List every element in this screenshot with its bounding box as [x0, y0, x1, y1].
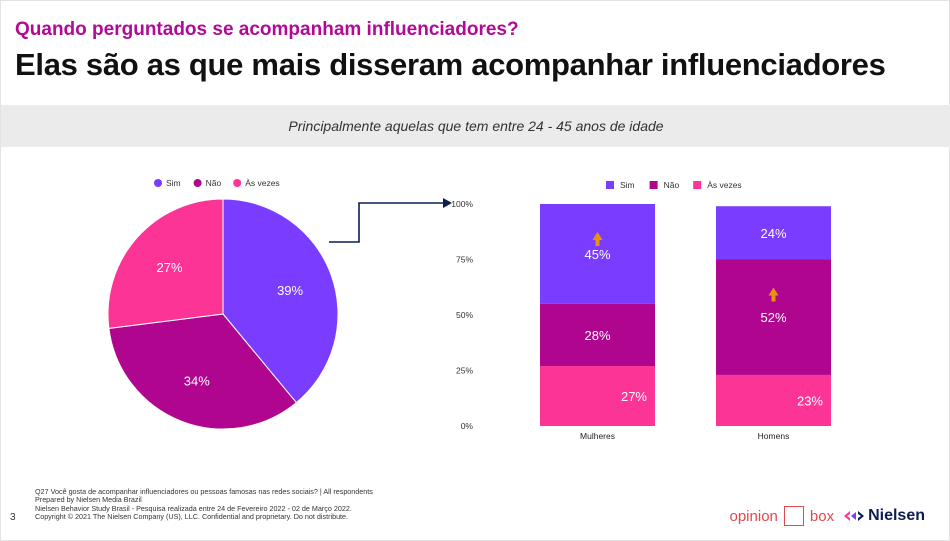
slide-kicker: Quando perguntados se acompanham influen…	[15, 19, 519, 40]
pie-labels: 39% 34% 27%	[157, 260, 304, 388]
nielsen-logo-text: Nielsen	[868, 507, 925, 524]
x-tick-label-mulheres: Mulheres	[580, 431, 615, 441]
opinion-box-logo-square	[783, 506, 804, 526]
bar-segment-homens-nao	[716, 259, 831, 375]
bar-segment-mulheres-sim	[540, 204, 655, 304]
bar-label-mulheres-sim: 45%	[584, 247, 610, 262]
bar-label-homens-nao: 52%	[760, 310, 786, 325]
y-tick-label: 50%	[456, 310, 473, 320]
bar-legend-marker-sim	[606, 181, 614, 189]
footer-logos: opinion box Nielsen	[729, 506, 925, 526]
pie-slice-as-vezes	[107, 198, 224, 329]
page-number: 3	[10, 512, 16, 523]
y-tick-label: 25%	[456, 366, 473, 376]
connector-line	[329, 202, 443, 243]
pie-legend: Sim Não Às vezes	[154, 178, 280, 188]
pie-label-as-vezes: 27%	[157, 260, 183, 275]
connector-arrow	[329, 198, 452, 243]
pie-legend-label-as-vezes: Às vezes	[245, 178, 280, 188]
pie-slice-nao	[108, 313, 298, 430]
bar-label-homens-as-vezes: 23%	[797, 393, 823, 408]
x-tick-label-homens: Homens	[758, 431, 790, 441]
bar-segment-homens-as-vezes	[716, 374, 831, 426]
y-tick-label: 0%	[461, 421, 474, 431]
pie-legend-marker-nao	[193, 179, 202, 187]
bar-segment-mulheres-nao	[540, 303, 655, 367]
footer-note-study: Nielsen Behavior Study Brasil - Pesquisa…	[35, 503, 352, 513]
y-tick-label: 75%	[456, 255, 473, 265]
bar-label-mulheres-nao: 28%	[584, 328, 610, 343]
bar-x-axis: Mulheres Homens	[580, 431, 789, 441]
pie-legend-label-nao: Não	[206, 178, 222, 188]
bar-highlights	[592, 232, 779, 302]
bar-segments	[540, 204, 831, 426]
pie-label-sim: 39%	[277, 283, 303, 298]
nielsen-logo-icon	[844, 511, 865, 521]
y-tick-label: 100%	[451, 199, 473, 209]
bar-value-labels: 27% 28% 45% 23% 52% 24%	[584, 226, 823, 409]
subtitle-banner: Principalmente aquelas que tem entre 24 …	[1, 105, 950, 147]
footer-notes: Q27 Você gosta de acompanhar influenciad…	[35, 487, 373, 522]
bar-legend: Sim Não Às vezes	[606, 180, 742, 190]
bar-y-axis: 0% 25% 50% 75% 100%	[451, 199, 473, 431]
pie-slice-sim	[222, 198, 339, 404]
footer-note-question: Q27 Você gosta de acompanhar influenciad…	[35, 487, 373, 496]
slide-headline: Elas são as que mais disseram acompanhar…	[15, 47, 886, 82]
stacked-bar-chart: Sim Não Às vezes 0% 25% 50% 75% 100% 27% 28% 45%…	[451, 180, 831, 441]
up-arrow-icon	[768, 287, 779, 302]
footer-note-prepared: Prepared by Nielsen Media Brazil	[35, 495, 142, 505]
opinion-box-logo-opinion: opinion	[729, 507, 778, 525]
bar-legend-marker-nao	[649, 181, 658, 189]
bar-label-homens-sim: 24%	[760, 226, 786, 241]
bar-legend-label-as-vezes: Às vezes	[707, 180, 742, 190]
up-arrow-icon	[592, 232, 603, 246]
pie-chart: Sim Não Às vezes 39% 34% 27%	[107, 178, 339, 430]
banner-text: Principalmente aquelas que tem entre 24 …	[288, 118, 664, 134]
pie-legend-marker-sim	[154, 179, 162, 187]
opinion-box-logo-box: box	[809, 507, 835, 525]
pie-slices	[107, 198, 339, 430]
bar-segment-homens-sim	[716, 206, 831, 260]
pie-label-nao: 34%	[184, 373, 210, 388]
bar-legend-label-sim: Sim	[620, 180, 635, 190]
pie-legend-label-sim: Sim	[166, 178, 181, 188]
bar-legend-marker-as-vezes	[693, 181, 702, 189]
bar-legend-label-nao: Não	[664, 180, 680, 190]
connector-arrowhead	[443, 198, 452, 208]
footer-note-copyright: Copyright © 2021 The Nielsen Company (US…	[35, 512, 349, 522]
pie-legend-marker-as-vezes	[233, 179, 242, 187]
bar-segment-mulheres-as-vezes	[540, 366, 655, 426]
bar-label-mulheres-as-vezes: 27%	[621, 389, 647, 404]
